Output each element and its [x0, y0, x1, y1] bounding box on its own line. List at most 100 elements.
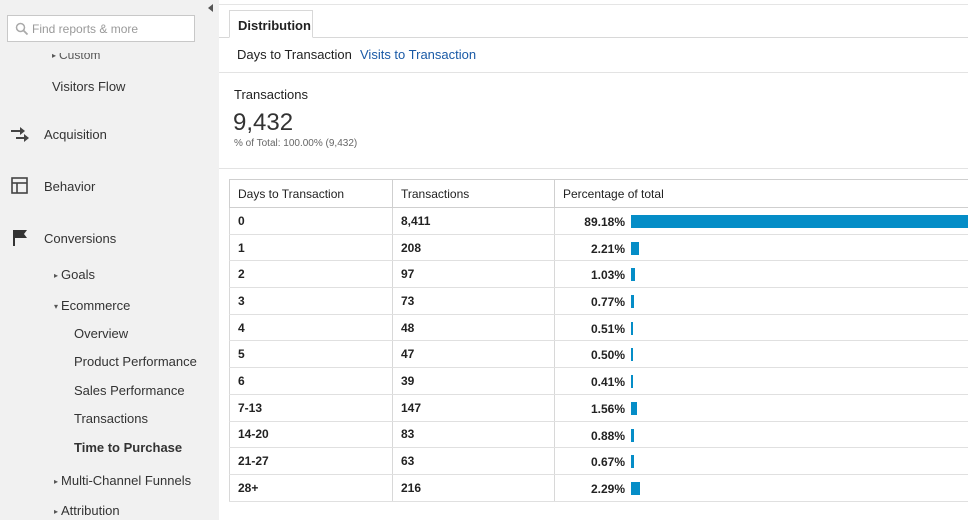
sidebar-item-acquisition[interactable]: Acquisition [44, 127, 107, 142]
cell-percentage: 1.03% [554, 260, 968, 289]
collapse-arrow-icon [208, 4, 213, 12]
table-row: 21-27 63 0.67% [229, 447, 968, 475]
cell-percentage: 1.56% [554, 394, 968, 422]
percentage-bar [631, 375, 633, 389]
tab-distribution[interactable]: Distribution [229, 10, 313, 38]
search-input[interactable] [32, 19, 192, 38]
sidebar-item-multi-channel-funnels[interactable]: ▸ Multi-Channel Funnels [54, 473, 192, 488]
tab-divider [219, 37, 968, 38]
metric-percent-of-total: % of Total: 100.00% (9,432) [234, 138, 358, 149]
table-row: 28+ 216 2.29% [229, 474, 968, 502]
cell-percentage: 0.51% [554, 314, 968, 342]
percentage-bar [631, 481, 640, 495]
sidebar-item-conversions[interactable]: Conversions [44, 231, 117, 246]
cell-transactions: 63 [392, 447, 555, 475]
divider [219, 168, 968, 169]
triangle-right-icon: ▸ [54, 507, 59, 516]
sidebar-item-custom[interactable]: ▸ Custom [52, 53, 101, 62]
percentage-value: 89.18% [584, 215, 625, 229]
top-divider [219, 0, 968, 5]
cell-days: 2 [229, 260, 393, 289]
cell-days: 28+ [229, 474, 393, 502]
search-icon [15, 22, 29, 36]
distribution-table: Days to Transaction Transactions Percent… [229, 179, 968, 502]
cell-days: 14-20 [229, 421, 393, 449]
percentage-bar [631, 455, 634, 469]
triangle-down-icon: ▾ [54, 302, 59, 311]
triangle-right-icon: ▸ [54, 271, 59, 280]
percentage-value: 0.51% [590, 321, 625, 336]
sidebar-item-overview[interactable]: Overview [74, 326, 129, 341]
column-header-transactions[interactable]: Transactions [392, 179, 555, 208]
sidebar: ▸Custom Visitors Flow Acquisition Behavi… [0, 0, 219, 520]
sidebar-item-ecommerce[interactable]: ▾ Ecommerce [54, 298, 131, 313]
percentage-bar [631, 401, 637, 415]
percentage-value: 0.50% [590, 348, 625, 363]
percentage-value: 1.03% [590, 268, 625, 283]
cell-transactions: 47 [392, 340, 555, 369]
sidebar-item-goals[interactable]: ▸ Goals [54, 267, 95, 282]
sidebar-item-visitors-flow[interactable]: Visitors Flow [52, 79, 126, 94]
main-panel: Distribution Days to Transaction Visits … [219, 0, 968, 520]
percentage-bar [631, 295, 634, 309]
cell-transactions: 97 [392, 260, 555, 289]
metric-value: 9,432 [233, 109, 294, 136]
sidebar-item-behavior[interactable]: Behavior [44, 179, 96, 194]
percentage-value: 0.88% [590, 428, 625, 443]
cell-days: 6 [229, 367, 393, 395]
cell-percentage: 89.18% [554, 207, 968, 235]
column-header-percentage[interactable]: Percentage of total [554, 179, 968, 208]
cell-transactions: 208 [392, 234, 555, 262]
flag-icon [13, 230, 27, 246]
cell-days: 4 [229, 314, 393, 342]
sidebar-item-time-to-purchase[interactable]: Time to Purchase [74, 440, 183, 455]
metric-label: Transactions [234, 87, 308, 102]
subtab-visits-to-transaction[interactable]: Visits to Transaction [360, 47, 477, 62]
cell-days: 1 [229, 234, 393, 262]
cell-percentage: 2.21% [554, 234, 968, 262]
subtab-days-to-transaction[interactable]: Days to Transaction [237, 47, 352, 62]
percentage-bar [631, 215, 968, 228]
cell-transactions: 48 [392, 314, 555, 342]
percentage-bar [631, 321, 633, 335]
percentage-value: 0.41% [590, 375, 625, 390]
cell-days: 7-13 [229, 394, 393, 422]
cell-days: 0 [229, 207, 393, 235]
percentage-value: 2.29% [590, 481, 625, 496]
percentage-bar [631, 268, 635, 282]
percentage-value: 0.77% [590, 295, 625, 310]
sidebar-collapse-button[interactable] [203, 0, 219, 16]
percentage-value: 1.56% [590, 401, 625, 416]
cell-percentage: 0.41% [554, 367, 968, 395]
cell-percentage: 0.50% [554, 340, 968, 369]
cell-transactions: 8,411 [392, 207, 555, 235]
cell-transactions: 83 [392, 421, 555, 449]
table-row: 4 48 0.51% [229, 314, 968, 342]
cell-percentage: 2.29% [554, 474, 968, 502]
sidebar-item-sales-performance[interactable]: Sales Performance [74, 383, 185, 398]
cell-transactions: 147 [392, 394, 555, 422]
table-row: 7-13 147 1.56% [229, 394, 968, 422]
sidebar-item-transactions[interactable]: Transactions [74, 411, 148, 426]
table-row: 2 97 1.03% [229, 260, 968, 289]
acquisition-icon [11, 127, 29, 142]
table-header-row: Days to Transaction Transactions Percent… [229, 179, 968, 208]
table-row: 14-20 83 0.88% [229, 421, 968, 449]
cell-days: 3 [229, 287, 393, 315]
cell-days: 21-27 [229, 447, 393, 475]
sidebar-item-product-performance[interactable]: Product Performance [74, 354, 197, 369]
percentage-value: 0.67% [590, 455, 625, 470]
cell-transactions: 73 [392, 287, 555, 315]
table-row: 1 208 2.21% [229, 234, 968, 262]
triangle-right-icon: ▸ [54, 477, 59, 486]
table-row: 0 8,411 89.18% [229, 207, 968, 235]
cell-transactions: 216 [392, 474, 555, 502]
behavior-icon [11, 177, 28, 194]
column-header-days[interactable]: Days to Transaction [229, 179, 393, 208]
table-row: 6 39 0.41% [229, 367, 968, 395]
sidebar-item-attribution[interactable]: ▸ Attribution [54, 503, 120, 518]
search-box[interactable] [7, 15, 195, 42]
cell-days: 5 [229, 340, 393, 369]
table-row: 3 73 0.77% [229, 287, 968, 315]
percentage-bar [631, 348, 633, 362]
